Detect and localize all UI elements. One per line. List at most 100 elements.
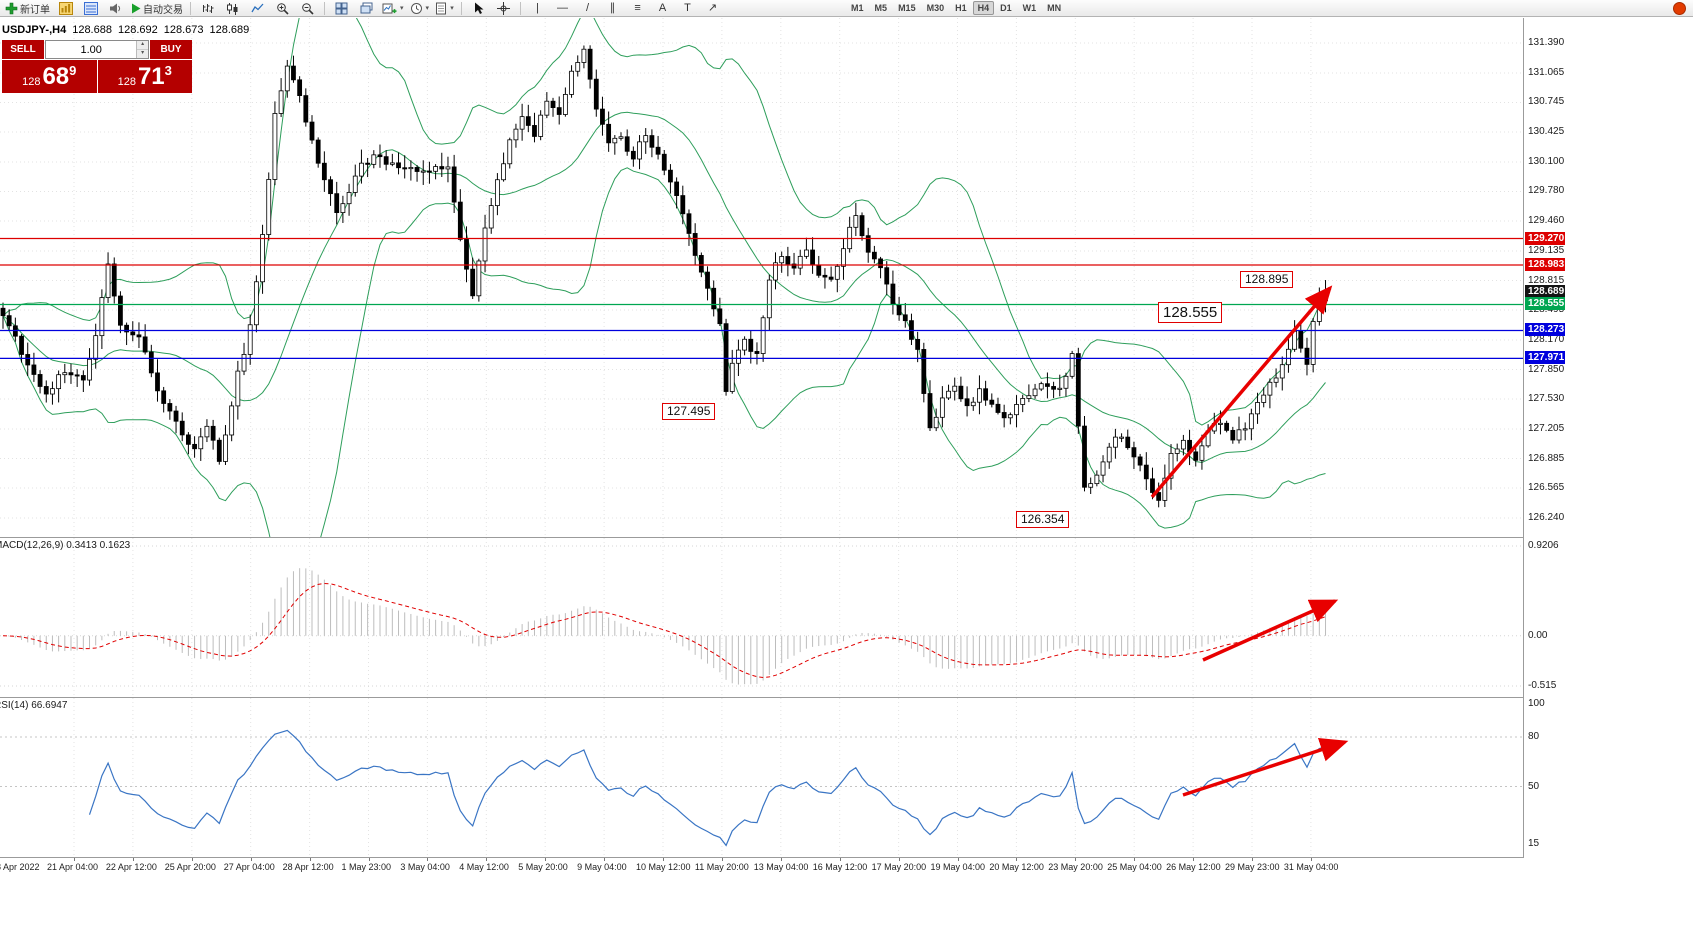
price-annotation[interactable]: 126.354 (1016, 511, 1070, 528)
fibonacci-tool-button[interactable]: ≡ (626, 1, 649, 16)
macd-canvas[interactable] (0, 538, 1523, 697)
new-chart-button[interactable]: ▾ (380, 1, 406, 16)
new-order-icon (5, 2, 18, 15)
time-axis-tick (1310, 858, 1312, 861)
buy-button[interactable]: BUY (150, 40, 192, 59)
arrows-tool-button[interactable]: ↗ (701, 1, 724, 16)
tile-windows-icon (335, 2, 348, 15)
templates-button[interactable]: ▾ (433, 1, 456, 16)
open-value: 128.688 (72, 24, 112, 36)
timeframe-w1-button[interactable]: W1 (1022, 3, 1037, 13)
price-axis-label: 131.390 (1528, 37, 1565, 48)
rsi-pane[interactable]: RSI(14) 66.6947 (0, 698, 1523, 857)
zoom-out-button[interactable] (296, 1, 319, 16)
time-axis-label: 3 May 04:00 (400, 862, 450, 872)
time-axis-label: 13 May 04:00 (753, 862, 809, 872)
timeframe-m15-button[interactable]: M15 (898, 3, 916, 13)
buy-price[interactable]: 128 71 3 (97, 60, 192, 93)
time-axis-label: 22 Apr 12:00 (105, 862, 157, 872)
price-axis[interactable]: 131.390 131.065 130.745 130.425 130.100 129.7… (1523, 18, 1566, 858)
timeframe-m5-button[interactable]: M5 (874, 3, 888, 13)
new-order-button[interactable]: 新订单 (3, 1, 52, 16)
price-axis-badge: 128.689 (1525, 285, 1565, 299)
cursor-tool-button[interactable] (467, 1, 490, 16)
volume-down-button[interactable]: ▾ (137, 50, 148, 58)
sell-price[interactable]: 128 68 9 (2, 60, 97, 93)
time-axis-label: 25 Apr 20:00 (164, 862, 216, 872)
time-axis-tick (250, 858, 252, 861)
text-tool-icon: A (658, 1, 667, 14)
zoom-in-button[interactable] (271, 1, 294, 16)
timeframe-m30-button[interactable]: M30 (926, 3, 945, 13)
market-watch-icon (58, 1, 73, 15)
label-tool-button[interactable]: T (676, 1, 699, 16)
vertical-line-tool-button[interactable]: | (526, 1, 549, 16)
volume-up-button[interactable]: ▴ (137, 41, 148, 50)
line-chart-mode-button[interactable] (246, 1, 269, 16)
main-chart-canvas[interactable] (0, 18, 1523, 537)
vertical-line-icon: | (536, 1, 539, 14)
horizontal-line-tool-button[interactable]: — (551, 1, 574, 16)
grid-layer (73, 538, 1312, 697)
macd-pane[interactable]: MACD(12,26,9) 0.3413 0.1623 (0, 538, 1523, 697)
volume-input[interactable] (46, 41, 137, 58)
text-tool-button[interactable]: A (651, 1, 674, 16)
timeframe-h4-button[interactable]: H4 (972, 1, 995, 15)
profiles-button[interactable]: ▾ (408, 1, 432, 16)
trend-arrow[interactable] (1150, 285, 1333, 499)
data-window-button[interactable] (79, 1, 102, 16)
sell-button[interactable]: SELL (2, 40, 44, 59)
time-axis-label: 21 Apr 04:00 (47, 862, 99, 872)
price-annotation[interactable]: 127.495 (662, 403, 716, 420)
bollinger-upper (2, 18, 1326, 426)
rsi-axis-label: 80 (1528, 731, 1540, 742)
one-click-trading-panel: SELL ▴ ▾ BUY 128 68 9 128 (2, 40, 192, 93)
time-axis-tick (545, 858, 547, 861)
trend-arrow[interactable] (1182, 737, 1349, 797)
grid-layer (73, 698, 1312, 857)
channel-tool-button[interactable]: ∥ (601, 1, 624, 16)
timeframe-d1-button[interactable]: D1 (1000, 3, 1012, 13)
zoom-in-icon (276, 2, 289, 15)
fibonacci-icon: ≡ (634, 1, 641, 14)
bar-chart-mode-button[interactable] (196, 1, 219, 16)
notification-icon[interactable] (1673, 1, 1686, 15)
candles-layer[interactable] (0, 45, 1328, 508)
trend-arrow[interactable] (1202, 599, 1339, 662)
candlestick-mode-button[interactable] (221, 1, 244, 16)
main-chart-pane[interactable]: USDJPY-,H4 128.688 128.692 128.673 128.6… (0, 18, 1523, 537)
timeframe-m1-button[interactable]: M1 (851, 3, 864, 13)
time-axis-label: 4 May 12:00 (459, 862, 509, 872)
crosshair-tool-button[interactable] (492, 1, 515, 16)
time-axis-label: 10 May 12:00 (636, 862, 691, 872)
tile-windows-button[interactable] (330, 1, 353, 16)
time-axis-tick (839, 858, 841, 861)
time-axis[interactable]: 8 Apr 2022 21 Apr 04:00 22 Apr 12:00 25 Apr… (0, 858, 1565, 876)
macd-grid (0, 545, 1523, 687)
bollinger-bands (2, 18, 1326, 537)
price-annotation[interactable]: 128.555 (1158, 302, 1223, 323)
price-axis-badge: 128.555 (1525, 297, 1565, 311)
time-axis-label: 11 May 20:00 (694, 862, 749, 872)
rsi-canvas[interactable] (0, 698, 1523, 857)
template-icon (435, 2, 447, 15)
timeframe-h1-button[interactable]: H1 (955, 3, 967, 13)
pane-separator (0, 857, 1565, 858)
price-axis-label: 128.170 (1528, 333, 1565, 345)
pane-separator[interactable] (0, 697, 1565, 698)
price-annotation[interactable]: 128.895 (1240, 271, 1294, 288)
cascade-windows-button[interactable] (355, 1, 378, 16)
time-axis-label: 26 May 12:00 (1166, 862, 1221, 872)
time-axis-tick (898, 858, 900, 861)
sound-button[interactable] (104, 1, 127, 16)
price-axis-label: 130.745 (1528, 96, 1565, 108)
zoom-out-icon (301, 2, 314, 15)
bollinger-lower (2, 167, 1326, 537)
pane-separator[interactable] (0, 537, 1565, 538)
timeframe-mn-button[interactable]: MN (1047, 3, 1062, 13)
trendline-tool-button[interactable]: / (576, 1, 599, 16)
time-axis-tick (1252, 858, 1253, 861)
autotrading-button[interactable]: 自动交易 (129, 1, 185, 16)
crosshair-icon (497, 1, 511, 15)
market-watch-button[interactable] (54, 1, 77, 16)
